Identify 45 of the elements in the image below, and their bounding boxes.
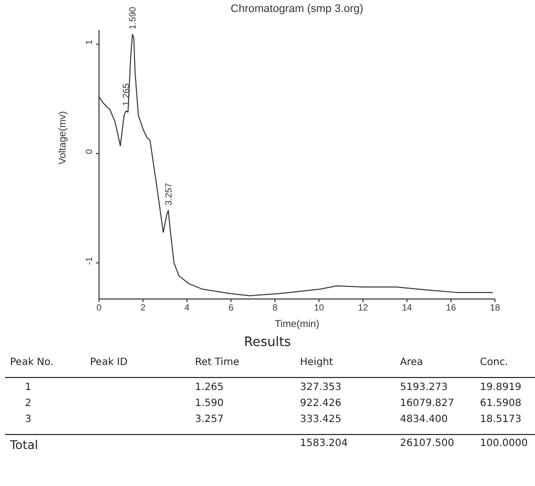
text: 26107.500 <box>400 438 454 449</box>
text: 18.5173 <box>480 414 522 425</box>
y-tick-label: 1 <box>84 40 94 45</box>
text: Peak ID <box>90 357 128 368</box>
text: 922.426 <box>300 398 342 409</box>
text: 1583.204 <box>300 438 348 449</box>
x-tick-label: 8 <box>272 302 278 312</box>
x-tick-label: 6 <box>228 302 234 312</box>
text: 1.265 <box>195 382 224 393</box>
y-axis-title: Voltage(mv) <box>58 111 69 164</box>
x-tick-label: 4 <box>184 302 190 312</box>
text: 5193.273 <box>400 382 448 393</box>
x-tick-label: 10 <box>314 302 324 312</box>
x-axis-title: Time(min) <box>274 319 320 330</box>
x-tick-label: 18 <box>490 302 500 312</box>
text: 1 <box>25 382 32 393</box>
text: 61.5908 <box>480 398 522 409</box>
text: 16079.827 <box>400 398 454 409</box>
y-tick-label: -1 <box>84 256 94 265</box>
text: 333.425 <box>300 414 342 425</box>
x-tick-label: 2 <box>140 302 146 312</box>
text: Peak No. <box>10 357 54 368</box>
y-tick-label: 0 <box>84 149 94 154</box>
text: Height <box>300 357 334 368</box>
text: 327.353 <box>300 382 342 393</box>
x-tick-label: 14 <box>402 302 412 312</box>
text: Total <box>10 438 38 452</box>
line-series <box>99 34 494 296</box>
text: 1.590 <box>195 398 224 409</box>
x-tick-label: 16 <box>446 302 456 312</box>
text: Ret Time <box>195 357 240 368</box>
text: 3 <box>25 414 32 425</box>
annotation: 3.257 <box>163 182 174 206</box>
text: 100.0000 <box>480 438 528 449</box>
text: 3.257 <box>195 414 224 425</box>
text: 2 <box>25 398 32 409</box>
x-tick-label: 0 <box>96 302 102 312</box>
text: 19.8919 <box>480 382 522 393</box>
text: Conc. <box>480 357 508 368</box>
text: Area <box>400 357 424 368</box>
chart-title: Chromatogram (smp 3.org) <box>230 3 364 15</box>
text: Results <box>243 335 292 350</box>
annotation: 1.590 <box>127 6 138 30</box>
text: 4834.400 <box>400 414 448 425</box>
x-tick-label: 12 <box>358 302 368 312</box>
